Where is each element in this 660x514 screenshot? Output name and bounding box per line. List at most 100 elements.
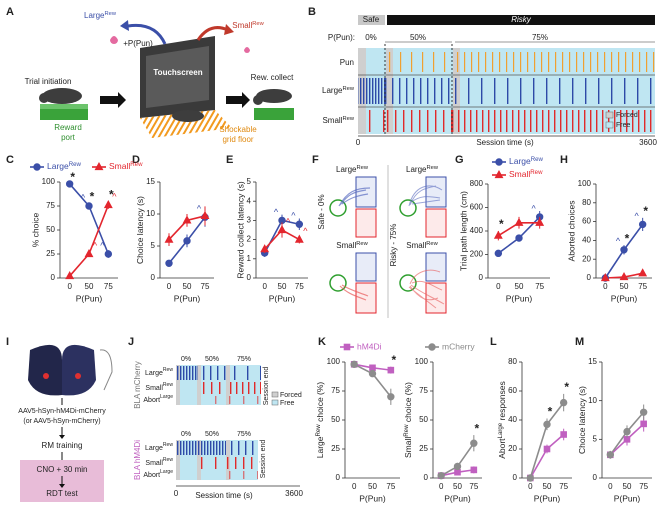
marker [200, 210, 210, 220]
x-tick-label: 50 [85, 282, 94, 291]
series-line [529, 433, 565, 479]
raster-events [358, 110, 385, 132]
significance: ^ [112, 191, 117, 201]
marker [454, 468, 461, 476]
y-tick-label: 100 [578, 179, 592, 188]
y-tick-label: 40 [582, 236, 591, 245]
row-label: Pun [340, 58, 354, 67]
text-part: Large [322, 86, 343, 95]
text-part: Small [322, 116, 342, 125]
forced-background [176, 365, 180, 405]
marker [182, 215, 192, 224]
brain [28, 344, 62, 396]
injection [43, 373, 49, 379]
y-tick-label: 0 [479, 273, 484, 282]
port-zone [399, 274, 417, 292]
raster-events [452, 52, 655, 72]
x-tick-label: 50 [453, 482, 462, 491]
marker [639, 408, 648, 416]
large-zone [355, 252, 377, 282]
label: P(Pun): [328, 33, 355, 42]
x-tick-label: 0 [439, 482, 444, 491]
superscript: Rew [315, 424, 322, 437]
x-axis-title: P(Pun) [614, 493, 641, 503]
annotation: * [70, 170, 75, 184]
trajectories: Safe - 0% Safe - 0% Safe - 0% Risky - 75… [317, 165, 447, 318]
y-axis-title: Choice latency (s) [135, 196, 145, 264]
path [408, 269, 445, 309]
arrow-head [59, 484, 65, 488]
axis-label: 3600 [639, 138, 657, 147]
x-tick-label: 0 [262, 282, 267, 291]
marker [623, 427, 631, 436]
session-raster: Safe Risky P(Pun): 0% 50% 75% Pun LargeR… [322, 15, 657, 147]
x-tick-label: 75 [104, 282, 113, 291]
text-part: Small [406, 241, 426, 250]
legend-marker [94, 161, 104, 171]
panel-label: H [560, 154, 568, 166]
text-part: Large [47, 161, 69, 171]
significance: ^ [291, 211, 296, 221]
legend-swatch [605, 121, 614, 129]
marker [104, 250, 113, 258]
marker [260, 244, 270, 253]
x-tick-label: 50 [543, 482, 552, 491]
axis-label: 0 [356, 138, 361, 147]
marker [65, 271, 75, 280]
significance: ^ [616, 236, 621, 246]
superscript: Large [496, 422, 503, 438]
raster-events [226, 457, 258, 469]
marker [514, 217, 524, 226]
y-tick-label: 5 [151, 241, 156, 250]
legend-label: SmallRew [509, 169, 543, 180]
annotation: * [499, 217, 504, 231]
superscript: Rew [104, 11, 116, 17]
text-part: Abort [143, 397, 160, 404]
marker [368, 369, 377, 378]
row-label: AbortLarge [143, 394, 173, 404]
x-tick-label: 75 [386, 482, 395, 491]
x-tick-label: 0 [528, 482, 533, 491]
marker [350, 360, 358, 369]
panel-label: F [312, 154, 319, 166]
y-axis-title: Aborted choices [566, 201, 576, 262]
mouse-head [39, 93, 49, 103]
path [338, 187, 371, 207]
marker [387, 366, 395, 374]
x-tick-label: 75 [639, 482, 648, 491]
raster-events [385, 52, 452, 72]
superscript: Large [160, 394, 173, 400]
text-part: responses [497, 381, 507, 423]
screen [146, 46, 209, 108]
legend-label: LargeRew [47, 161, 82, 172]
text-part: Large [406, 165, 427, 174]
x-tick-label: 75 [295, 282, 304, 291]
marker [295, 220, 304, 228]
panel-label: G [455, 154, 464, 166]
label: AAV5-hSyn-hM4Di-mCherry [18, 408, 106, 415]
reward-port-top [40, 104, 88, 109]
x-axis-title: P(Pun) [269, 293, 296, 303]
legend-marker [495, 158, 503, 166]
panel-label: M [575, 336, 584, 348]
superscript: Rew [163, 382, 173, 388]
y-axis-title: Reward collect latency (s) [236, 181, 246, 278]
raster-events [210, 396, 261, 404]
arrow-head [120, 20, 129, 31]
x-tick-label: 0 [67, 282, 72, 291]
significance: ^ [635, 211, 640, 221]
text-part: Small [145, 385, 163, 392]
superscript: Rew [163, 442, 173, 448]
text-part: Large [145, 445, 163, 452]
marker [638, 268, 648, 277]
x-tick-label: 50 [515, 282, 524, 291]
text-part: choice (%) [403, 382, 413, 425]
y-tick-label: 80 [582, 198, 591, 207]
text-part: Large [509, 156, 531, 166]
port-zone [329, 199, 347, 217]
title: SmallRew [336, 241, 368, 251]
reward-port-box [40, 108, 88, 120]
y-tick-label: 25 [331, 444, 340, 453]
